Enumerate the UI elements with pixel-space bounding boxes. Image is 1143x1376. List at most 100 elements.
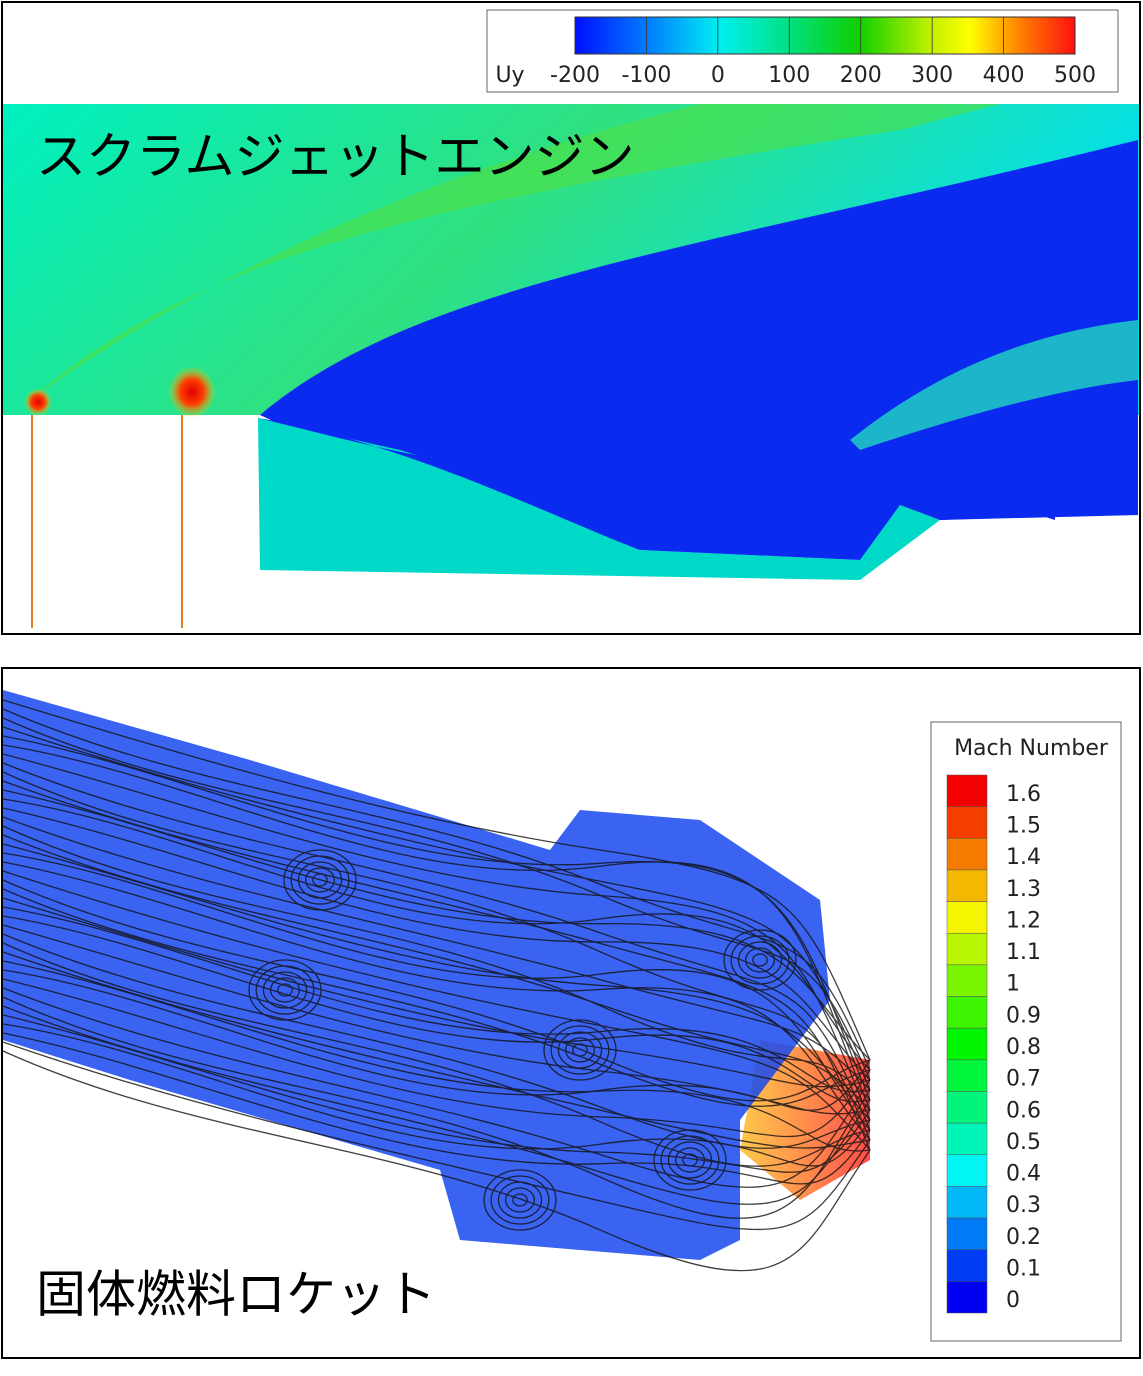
vortex bbox=[262, 971, 308, 1009]
legend-label: 0.3 bbox=[1006, 1193, 1041, 1218]
injector-plume bbox=[168, 366, 216, 418]
vortex bbox=[744, 947, 776, 973]
legend-swatch bbox=[946, 1281, 988, 1314]
vortex bbox=[283, 849, 357, 911]
legend-label: 1.2 bbox=[1006, 908, 1041, 933]
vortex bbox=[255, 965, 315, 1015]
panel-title: スクラムジェットエンジン bbox=[36, 128, 635, 186]
streamline bbox=[2, 1023, 871, 1167]
vortex bbox=[543, 1019, 617, 1081]
streamline bbox=[2, 762, 871, 1131]
colorbar-tick-label: 500 bbox=[1054, 63, 1096, 88]
vortex bbox=[653, 1129, 727, 1191]
vortex bbox=[737, 941, 783, 979]
legend-swatch bbox=[946, 869, 988, 902]
vortex bbox=[752, 953, 768, 967]
vortex bbox=[504, 1187, 536, 1213]
streamline bbox=[2, 879, 871, 1102]
streamline bbox=[2, 807, 871, 1081]
streamline bbox=[2, 744, 871, 1111]
legend-label: 1.5 bbox=[1006, 813, 1041, 838]
vortex bbox=[304, 867, 336, 893]
streamline bbox=[2, 987, 871, 1188]
legend-swatch bbox=[946, 932, 988, 966]
legend-swatch bbox=[946, 1154, 988, 1187]
streamline bbox=[2, 834, 871, 1111]
streamlines bbox=[2, 699, 871, 1272]
vortex bbox=[290, 855, 350, 905]
colorbar bbox=[574, 16, 1076, 55]
vortex bbox=[682, 1153, 698, 1167]
streamline bbox=[2, 915, 871, 1103]
legend-swatch bbox=[946, 964, 988, 997]
colorbar-tick-label: -200 bbox=[550, 63, 600, 88]
streamline bbox=[2, 1014, 871, 1173]
streamline bbox=[2, 969, 871, 1111]
vortex bbox=[572, 1043, 588, 1057]
legend-label: 0.7 bbox=[1006, 1067, 1041, 1092]
legend-label: 0.6 bbox=[1006, 1098, 1041, 1123]
vortex bbox=[483, 1169, 557, 1231]
streamline bbox=[2, 843, 871, 1121]
streamline bbox=[2, 906, 871, 1093]
legend-swatch bbox=[946, 1217, 988, 1250]
streamline bbox=[2, 897, 871, 1088]
colorbar-tick-label: 300 bbox=[911, 63, 953, 88]
streamline bbox=[2, 888, 871, 1107]
streamline bbox=[2, 852, 871, 1131]
streamline bbox=[2, 1032, 871, 1185]
streamline bbox=[2, 861, 871, 1141]
streamline bbox=[2, 996, 871, 1219]
legend-swatch bbox=[946, 774, 988, 807]
vortex bbox=[512, 1193, 528, 1207]
legend-title: Mach Number bbox=[954, 736, 1109, 761]
legend-swatch bbox=[946, 1122, 988, 1156]
streamline bbox=[2, 753, 871, 1121]
colorbar-tick-label: -100 bbox=[621, 63, 671, 88]
legend-label: 1.6 bbox=[1006, 782, 1041, 807]
injector-plume bbox=[24, 388, 52, 416]
legend-label: 1.1 bbox=[1006, 940, 1041, 965]
legend-swatch bbox=[946, 1059, 988, 1092]
streamline bbox=[2, 816, 871, 1091]
streamline bbox=[2, 1050, 871, 1272]
vortex bbox=[297, 861, 343, 899]
vortex bbox=[723, 929, 797, 991]
legend-label: 1.3 bbox=[1006, 877, 1041, 902]
vortex bbox=[312, 873, 328, 887]
legend-swatch bbox=[946, 806, 988, 839]
vortex bbox=[497, 1181, 543, 1219]
legend-label: 1.4 bbox=[1006, 845, 1041, 870]
legend-swatch bbox=[946, 1186, 988, 1219]
panel-title: 固体燃料ロケット bbox=[36, 1266, 436, 1324]
streamline bbox=[2, 708, 871, 1071]
streamline bbox=[2, 735, 871, 1101]
vortex bbox=[564, 1037, 596, 1063]
legend-label: 0.1 bbox=[1006, 1257, 1041, 1282]
legend-swatch bbox=[946, 1027, 988, 1061]
streamline bbox=[2, 726, 871, 1091]
colorbar-label: Uy bbox=[495, 63, 524, 88]
streamline bbox=[2, 798, 871, 1071]
vortex bbox=[674, 1147, 706, 1173]
vortex bbox=[490, 1175, 550, 1225]
cavity-flow bbox=[258, 418, 1055, 560]
streamline bbox=[2, 699, 871, 1061]
vortex bbox=[660, 1135, 720, 1185]
flow-band bbox=[30, 104, 1000, 400]
legend-label: 0.9 bbox=[1006, 1003, 1041, 1028]
colorbar-tick-label: 400 bbox=[983, 63, 1025, 88]
legend-label: 0 bbox=[1006, 1288, 1020, 1313]
legend-label: 0.8 bbox=[1006, 1035, 1041, 1060]
legend-label: 0.2 bbox=[1006, 1225, 1041, 1250]
streamline bbox=[2, 1041, 871, 1231]
colorbar-tick-label: 100 bbox=[768, 63, 810, 88]
streamline bbox=[2, 942, 871, 1167]
streamline bbox=[2, 933, 871, 1149]
streamline bbox=[2, 951, 871, 1149]
legend-swatch bbox=[946, 1091, 988, 1124]
legend-swatch bbox=[946, 838, 988, 871]
streamline bbox=[2, 780, 871, 1151]
vortex bbox=[269, 977, 301, 1003]
